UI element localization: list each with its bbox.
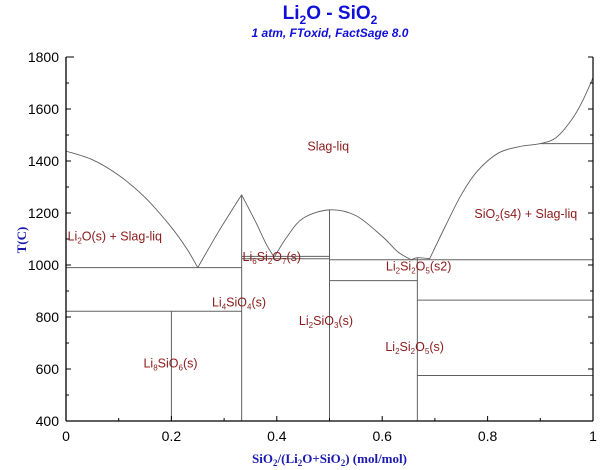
region-label-li2sio3: Li2SiO3(s) [299,314,353,330]
region-label-sio2-s4-slag: SiO2(s4) + Slag-liq [474,207,577,223]
y-tick-label: 1000 [28,257,59,273]
region-label-slag-liq: Slag-liq [307,140,349,154]
y-tick-label: 600 [36,361,60,377]
region-label-li2si2o5-s2: Li2Si2O5(s2) [386,260,451,276]
chart-title: Li2O - SiO2 [282,3,378,27]
liquidus-curve [429,77,594,259]
y-tick-label: 800 [36,309,60,325]
x-tick-label: 0.2 [162,428,182,444]
region-label-li2o-slag: Li2O(s) + Slag-liq [68,229,162,245]
x-tick-label: 1 [589,428,597,444]
region-label-li6si2o7: Li6Si2O7(s) [243,250,302,266]
x-tick-label: 0.4 [267,428,287,444]
x-tick-label: 0.6 [372,428,392,444]
y-tick-label: 400 [36,413,60,429]
x-tick-label: 0.8 [478,428,498,444]
chart-subtitle: 1 atm, FToxid, FactSage 8.0 [251,26,409,40]
liquidus-curve [65,150,199,268]
phase-boundaries [65,77,594,421]
liquidus-curve [241,194,275,258]
y-tick-label: 1200 [28,205,59,221]
y-axis-title: T(C) [14,227,29,254]
region-label-li4sio4: Li4SiO4(s) [212,296,266,312]
region-labels: Slag-liq Li2O(s) + Slag-liq Li6Si2O7(s) Li2… [68,140,578,373]
y-tick-label: 1600 [28,101,59,117]
axes: 400 600 800 1000 1200 1400 1600 1800 0 0.2 0.4 0.6 0… [14,49,597,468]
x-axis-title: SiO2/(Li2O+SiO2) (mol/mol) [252,451,407,468]
region-label-li2si2o5-s: Li2Si2O5(s) [385,340,444,356]
liquidus-curve [273,209,412,261]
region-label-li8sio6: Li8SiO6(s) [143,357,197,373]
y-tick-label: 1800 [28,49,59,65]
liquidus-curve [197,194,243,268]
x-tick-label: 0 [62,428,70,444]
y-tick-label: 1400 [28,153,59,169]
